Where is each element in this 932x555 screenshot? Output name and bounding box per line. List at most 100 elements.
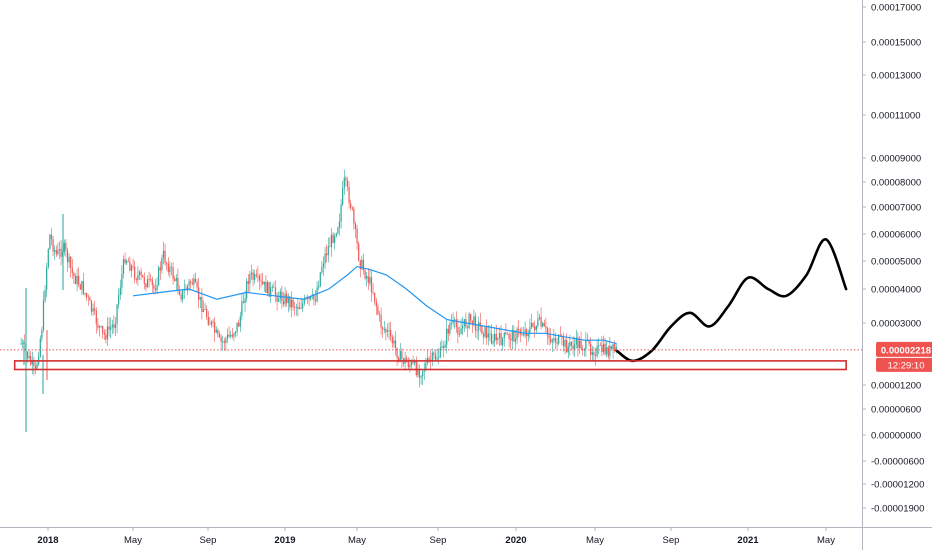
candle [337, 226, 339, 235]
candle [460, 318, 462, 335]
candle [542, 321, 544, 328]
candle [393, 335, 395, 348]
y-tick-label: 0.00006000 [871, 230, 921, 241]
candle [142, 274, 144, 278]
candle [135, 277, 137, 284]
candle [457, 318, 459, 344]
candle [76, 268, 78, 292]
candle [138, 270, 141, 281]
candle [438, 348, 440, 365]
candle [380, 307, 382, 335]
candle [316, 281, 318, 303]
candle [370, 270, 373, 302]
y-tick-label: -0.00001900 [871, 504, 924, 515]
candle [262, 272, 264, 286]
candle [298, 301, 301, 310]
candle [473, 309, 475, 327]
candle [414, 358, 416, 366]
candle [258, 273, 261, 290]
candle [444, 340, 446, 349]
candle [33, 356, 35, 376]
candle [358, 241, 360, 262]
projection-curve[interactable] [615, 238, 848, 363]
candle [591, 345, 593, 361]
candle [497, 337, 499, 345]
candle [562, 332, 565, 352]
candle [30, 351, 32, 367]
candle [145, 282, 147, 292]
candle [422, 370, 424, 385]
y-axis[interactable]: 0.00017000 0.00015000 0.00013000 0.00011000… [862, 0, 924, 550]
candles-layer [20, 169, 617, 432]
y-tick-label: 0.00007000 [871, 203, 921, 214]
candle [324, 246, 326, 270]
candle [250, 264, 253, 281]
candle [22, 338, 24, 349]
candle [465, 312, 467, 329]
candle [82, 272, 85, 296]
candle [172, 261, 174, 285]
candle [102, 325, 104, 339]
candle [20, 337, 22, 345]
candle [503, 332, 505, 347]
candle [420, 374, 422, 385]
y-tick-label: 0.00008000 [871, 178, 921, 189]
candle [71, 259, 73, 279]
candle [449, 320, 451, 336]
y-tick-label: 0.00004000 [871, 285, 921, 296]
candle [374, 292, 376, 305]
candle [97, 317, 99, 331]
candle [338, 213, 341, 236]
candle [246, 277, 248, 303]
candle [162, 241, 165, 265]
candle [164, 243, 166, 266]
candle [362, 253, 365, 275]
candle [282, 292, 285, 307]
candle [148, 271, 150, 288]
candle [129, 256, 131, 272]
x-tick-label: May [817, 535, 835, 546]
candle [111, 319, 113, 335]
x-tick-label: May [586, 535, 604, 546]
candle [156, 277, 158, 295]
candle [255, 269, 257, 279]
candle [287, 293, 289, 313]
candle [412, 355, 414, 365]
candle [321, 260, 323, 275]
candle [70, 255, 72, 278]
candle [308, 296, 310, 307]
candle [132, 258, 134, 270]
candle [105, 329, 107, 344]
candle [89, 296, 91, 301]
candle [242, 293, 245, 304]
candle [313, 293, 315, 306]
candle [524, 321, 526, 339]
candle [434, 349, 437, 362]
candle [402, 357, 405, 367]
candle [431, 348, 433, 367]
candle [537, 310, 539, 329]
candle [143, 272, 145, 290]
y-tick-label: -0.00000600 [871, 457, 924, 468]
candle [521, 327, 523, 336]
candle [127, 257, 129, 262]
candle [500, 325, 502, 346]
candle [58, 241, 61, 259]
candle [146, 275, 149, 288]
x-axis[interactable]: 2018 May Sep 2019 May Sep 2020 May Sep 2021 May [0, 527, 932, 546]
candle [94, 300, 96, 316]
y-tick-label: 0.00009000 [871, 154, 921, 165]
candle [260, 273, 262, 288]
candle [585, 331, 587, 357]
candle [226, 328, 229, 344]
candle [38, 351, 40, 367]
candle [220, 334, 222, 350]
candle [49, 233, 51, 250]
candle [150, 273, 152, 283]
candle [375, 297, 377, 316]
support-zone-box[interactable] [13, 360, 847, 371]
candle [463, 318, 465, 332]
candle [436, 348, 438, 361]
